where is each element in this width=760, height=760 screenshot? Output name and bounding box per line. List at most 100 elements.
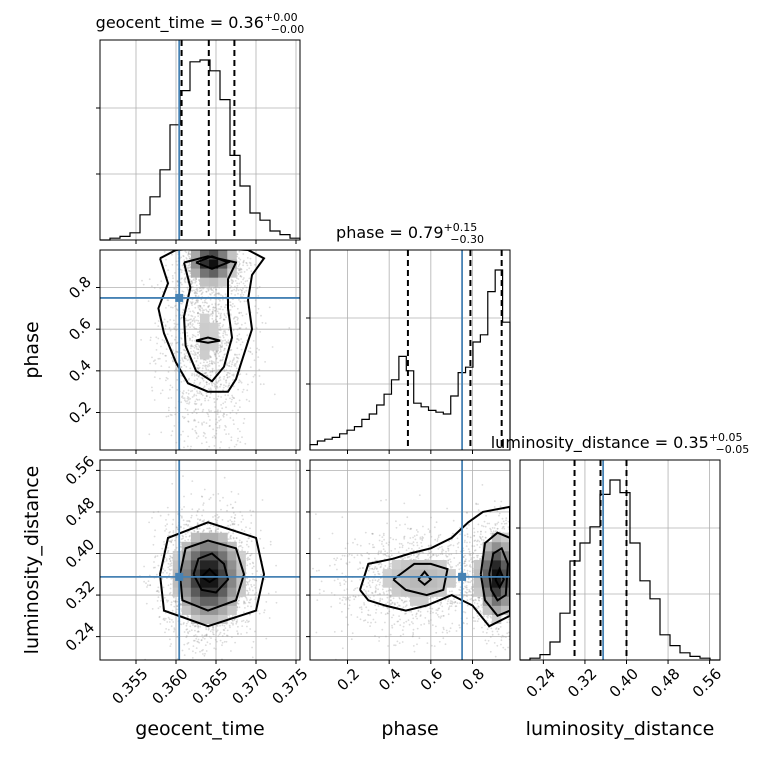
sample-point [207,409,210,411]
sample-point [217,292,219,295]
sample-point [154,370,157,373]
sample-point [205,364,208,367]
sample-point [166,601,169,603]
sample-point [223,330,225,332]
sample-point [188,519,191,522]
sample-point [190,514,193,517]
sample-point [236,361,238,364]
sample-point [216,421,219,424]
sample-point [235,412,238,415]
sample-point [159,352,162,355]
sample-point [201,377,204,380]
sample-point [234,540,236,542]
sample-point [235,286,238,289]
sample-point [194,634,197,636]
sample-point [212,361,215,363]
sample-point [188,257,191,260]
sample-point [173,628,176,631]
sample-point [164,556,167,559]
sample-point [218,329,221,331]
sample-point [173,369,176,372]
sample-point [205,367,207,369]
sample-point [193,354,196,356]
sample-point [188,266,191,269]
sample-point [228,538,230,540]
sample-point [223,375,226,378]
sample-point [246,581,249,584]
sample-point [237,633,239,635]
sample-point [262,547,265,549]
sample-point [188,318,191,321]
sample-point [213,309,216,312]
sample-point [169,591,172,594]
sample-point [226,509,228,512]
sample-point [197,638,200,641]
sample-point [249,579,251,581]
sample-point [217,528,220,531]
sample-point [209,419,211,421]
sample-point [180,338,183,340]
sample-point [197,306,200,309]
sample-point [156,555,159,557]
sample-point [205,392,208,394]
sample-point [241,292,243,294]
sample-point [196,287,198,290]
sample-point [237,600,240,602]
sample-point [256,312,259,314]
sample-point [234,501,237,504]
sample-point [216,629,219,632]
sample-point [148,521,151,524]
density-cell [200,350,210,360]
density-cell [200,250,210,260]
sample-point [167,409,170,412]
sample-point [215,429,218,432]
sample-point [203,519,206,521]
density-panel [100,250,300,450]
sample-point [201,530,204,533]
sample-point [171,342,174,345]
sample-point [207,527,210,530]
sample-point [218,355,221,357]
sample-point [202,649,204,651]
sample-point [213,382,215,385]
sample-point [181,290,184,292]
sample-point [195,301,198,304]
sample-point [176,350,179,353]
sample-point [193,292,196,294]
sample-point [158,616,161,618]
sample-point [231,523,234,526]
sample-point [189,397,192,400]
sample-point [180,256,183,259]
sample-point [222,334,224,337]
sample-point [219,326,222,329]
sample-point [174,600,177,603]
sample-point [184,355,187,357]
sample-point [238,268,241,271]
sample-point [248,580,251,583]
sample-point [232,532,235,535]
sample-point [203,304,205,307]
sample-point [169,388,171,391]
sample-point [229,535,232,538]
sample-point [170,306,172,309]
sample-point [261,499,264,501]
sample-point [197,312,200,315]
sample-point [228,284,231,286]
sample-point [193,311,196,314]
sample-point [201,286,204,289]
sample-point [180,366,183,369]
sample-point [166,506,169,509]
density-cell [200,340,210,351]
sample-point [204,364,207,367]
sample-point [232,280,235,283]
sample-point [170,564,173,567]
sample-point [252,340,255,342]
sample-point [247,593,250,596]
sample-point [162,618,165,621]
sample-point [231,359,234,362]
sample-point [214,286,217,289]
sample-point [183,440,186,443]
sample-point [203,421,205,424]
sample-point [204,399,207,402]
sample-point [187,621,190,623]
